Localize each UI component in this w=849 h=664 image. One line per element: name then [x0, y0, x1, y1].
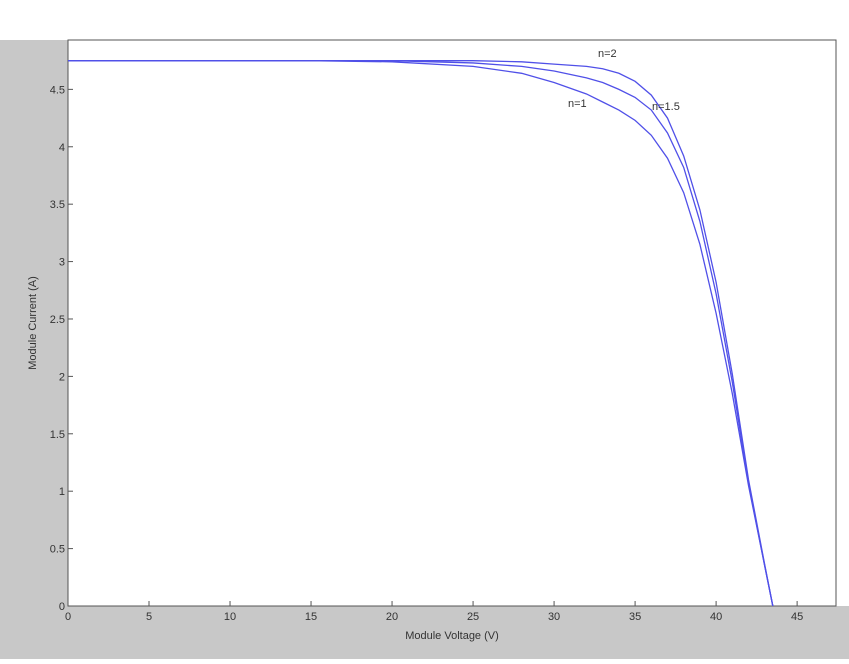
y-tick-label: 1.5	[50, 429, 65, 441]
plot-area	[67, 39, 837, 607]
figure-background	[0, 606, 849, 659]
curve-annotation: n=1	[568, 98, 587, 110]
x-tick-label: 35	[629, 611, 641, 623]
x-tick-label: 25	[467, 611, 479, 623]
x-tick-label: 15	[305, 611, 317, 623]
y-tick-label: 2	[59, 371, 65, 383]
curve-annotation: n=1.5	[652, 101, 680, 113]
x-axis-label: Module Voltage (V)	[405, 630, 499, 642]
y-tick-label: 3	[59, 257, 65, 269]
y-tick-label: 4.5	[50, 84, 65, 96]
y-tick-label: 0	[59, 601, 65, 613]
x-tick-label: 20	[386, 611, 398, 623]
y-tick-label: 1	[59, 486, 65, 498]
figure-background	[0, 40, 68, 659]
x-tick-label: 10	[224, 611, 236, 623]
y-tick-label: 2.5	[50, 314, 65, 326]
y-tick-label: 3.5	[50, 199, 65, 211]
x-tick-label: 40	[710, 611, 722, 623]
y-tick-label: 4	[59, 142, 65, 154]
y-tick-label: 0.5	[50, 544, 65, 556]
x-tick-label: 5	[146, 611, 152, 623]
curve	[68, 60, 774, 607]
x-tick-label: 0	[65, 611, 71, 623]
curve-annotation: n=2	[598, 48, 617, 60]
x-tick-label: 30	[548, 611, 560, 623]
x-tick-label: 45	[791, 611, 803, 623]
y-axis-label: Module Current (A)	[27, 276, 39, 370]
